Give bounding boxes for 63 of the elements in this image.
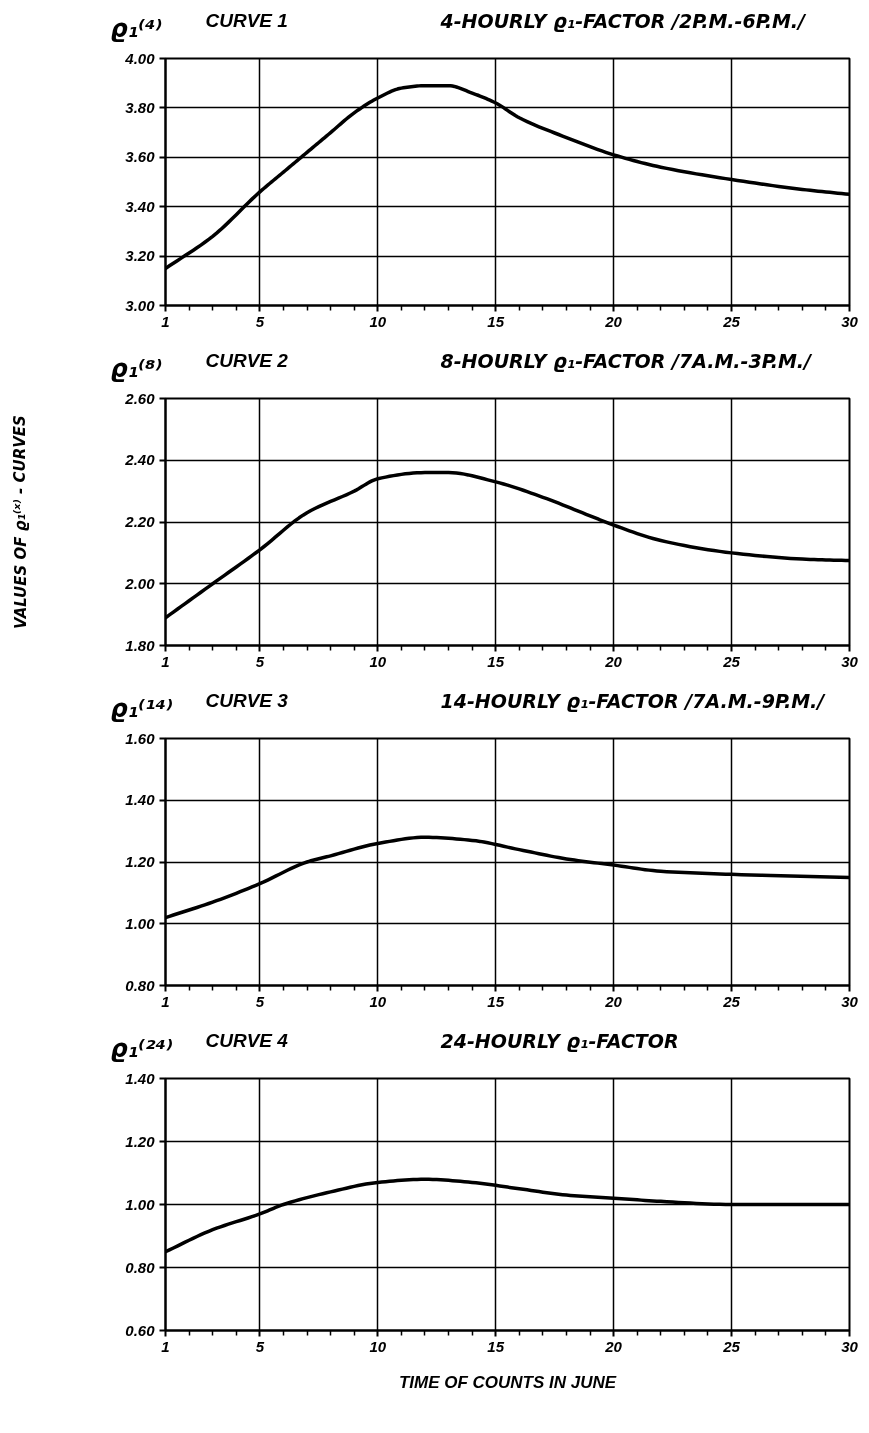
y-axis-title: ϱ₁⁽¹⁴⁾ <box>110 694 174 723</box>
y-tick-label: 3.00 <box>125 296 156 314</box>
x-tick-label: 1 <box>161 992 170 1010</box>
y-tick-label: 1.40 <box>125 1069 156 1087</box>
y-tick-label: 2.60 <box>124 389 156 407</box>
chart-title: CURVE 4 <box>205 1030 289 1051</box>
y-tick-label: 1.20 <box>125 1132 156 1150</box>
chart-title: CURVE 1 <box>205 10 288 31</box>
chart-subtitle: 8-HOURLY ϱ₁-FACTOR /7A.M.-3P.M./ <box>440 349 814 372</box>
chart-title: CURVE 2 <box>205 350 289 371</box>
y-tick-label: 2.00 <box>124 574 156 592</box>
x-tick-label: 30 <box>841 652 859 670</box>
y-tick-label: 1.20 <box>125 853 156 870</box>
chart-subtitle: 14-HOURLY ϱ₁-FACTOR /7A.M.-9P.M./ <box>440 689 827 712</box>
x-tick-label: 15 <box>487 312 505 330</box>
x-tick-label: 1 <box>161 1337 170 1355</box>
x-tick-label: 10 <box>369 992 387 1010</box>
x-tick-label: 20 <box>604 1337 623 1355</box>
x-tick-label: 1 <box>161 652 170 670</box>
x-tick-label: 20 <box>604 992 623 1010</box>
chart-subtitle: 24-HOURLY ϱ₁-FACTOR <box>440 1029 679 1052</box>
x-tick-label: 10 <box>369 1337 387 1355</box>
x-tick-label: 5 <box>255 1337 265 1355</box>
chart-title: CURVE 3 <box>205 690 289 711</box>
y-tick-label: 0.80 <box>125 1258 156 1276</box>
y-axis-title: ϱ₁⁽⁴⁾ <box>110 14 163 43</box>
y-tick-label: 1.00 <box>125 1195 156 1213</box>
x-tick-label: 5 <box>255 312 265 330</box>
y-tick-label: 0.60 <box>125 1321 156 1339</box>
y-tick-label: 1.00 <box>125 914 156 932</box>
y-tick-label: 4.00 <box>124 49 156 67</box>
y-tick-label: 1.40 <box>125 791 156 809</box>
x-tick-label: 5 <box>255 992 265 1010</box>
y-tick-label: 3.60 <box>125 148 156 166</box>
y-tick-label: 1.80 <box>125 636 156 654</box>
y-tick-label: 2.40 <box>124 451 156 469</box>
x-tick-label: 1 <box>161 312 170 330</box>
x-tick-label: 25 <box>722 312 741 330</box>
y-tick-label: 2.20 <box>124 513 156 530</box>
x-tick-label: 30 <box>841 312 859 330</box>
y-axis-title: ϱ₁⁽⁸⁾ <box>110 354 163 383</box>
y-tick-label: 3.80 <box>125 98 156 116</box>
y-axis-title: ϱ₁⁽²⁴⁾ <box>110 1034 174 1063</box>
x-tick-label: 5 <box>255 652 265 670</box>
x-tick-label: 20 <box>604 312 623 330</box>
x-tick-label: 15 <box>487 1337 505 1355</box>
x-tick-label: 10 <box>369 312 387 330</box>
y-tick-label: 0.80 <box>125 976 156 994</box>
x-tick-label: 10 <box>369 652 387 670</box>
x-tick-label: 30 <box>841 1337 859 1355</box>
y-tick-label: 1.60 <box>125 729 156 747</box>
x-tick-label: 15 <box>487 992 505 1010</box>
x-tick-label: 30 <box>841 992 859 1010</box>
y-tick-label: 3.20 <box>125 247 156 265</box>
x-tick-label: 25 <box>722 992 741 1010</box>
x-tick-label: 25 <box>722 1337 741 1355</box>
text: VALUES OF ϱ₁⁽ˣ⁾ - CURVES <box>11 415 30 629</box>
x-axis-title: TIME OF COUNTS IN JUNE <box>398 1372 617 1392</box>
x-tick-label: 20 <box>604 652 623 670</box>
y-tick-label: 3.40 <box>125 197 156 215</box>
x-tick-label: 15 <box>487 652 505 670</box>
chart-subtitle: 4-HOURLY ϱ₁-FACTOR /2P.M.-6P.M./ <box>439 9 807 32</box>
x-tick-label: 25 <box>722 652 741 670</box>
